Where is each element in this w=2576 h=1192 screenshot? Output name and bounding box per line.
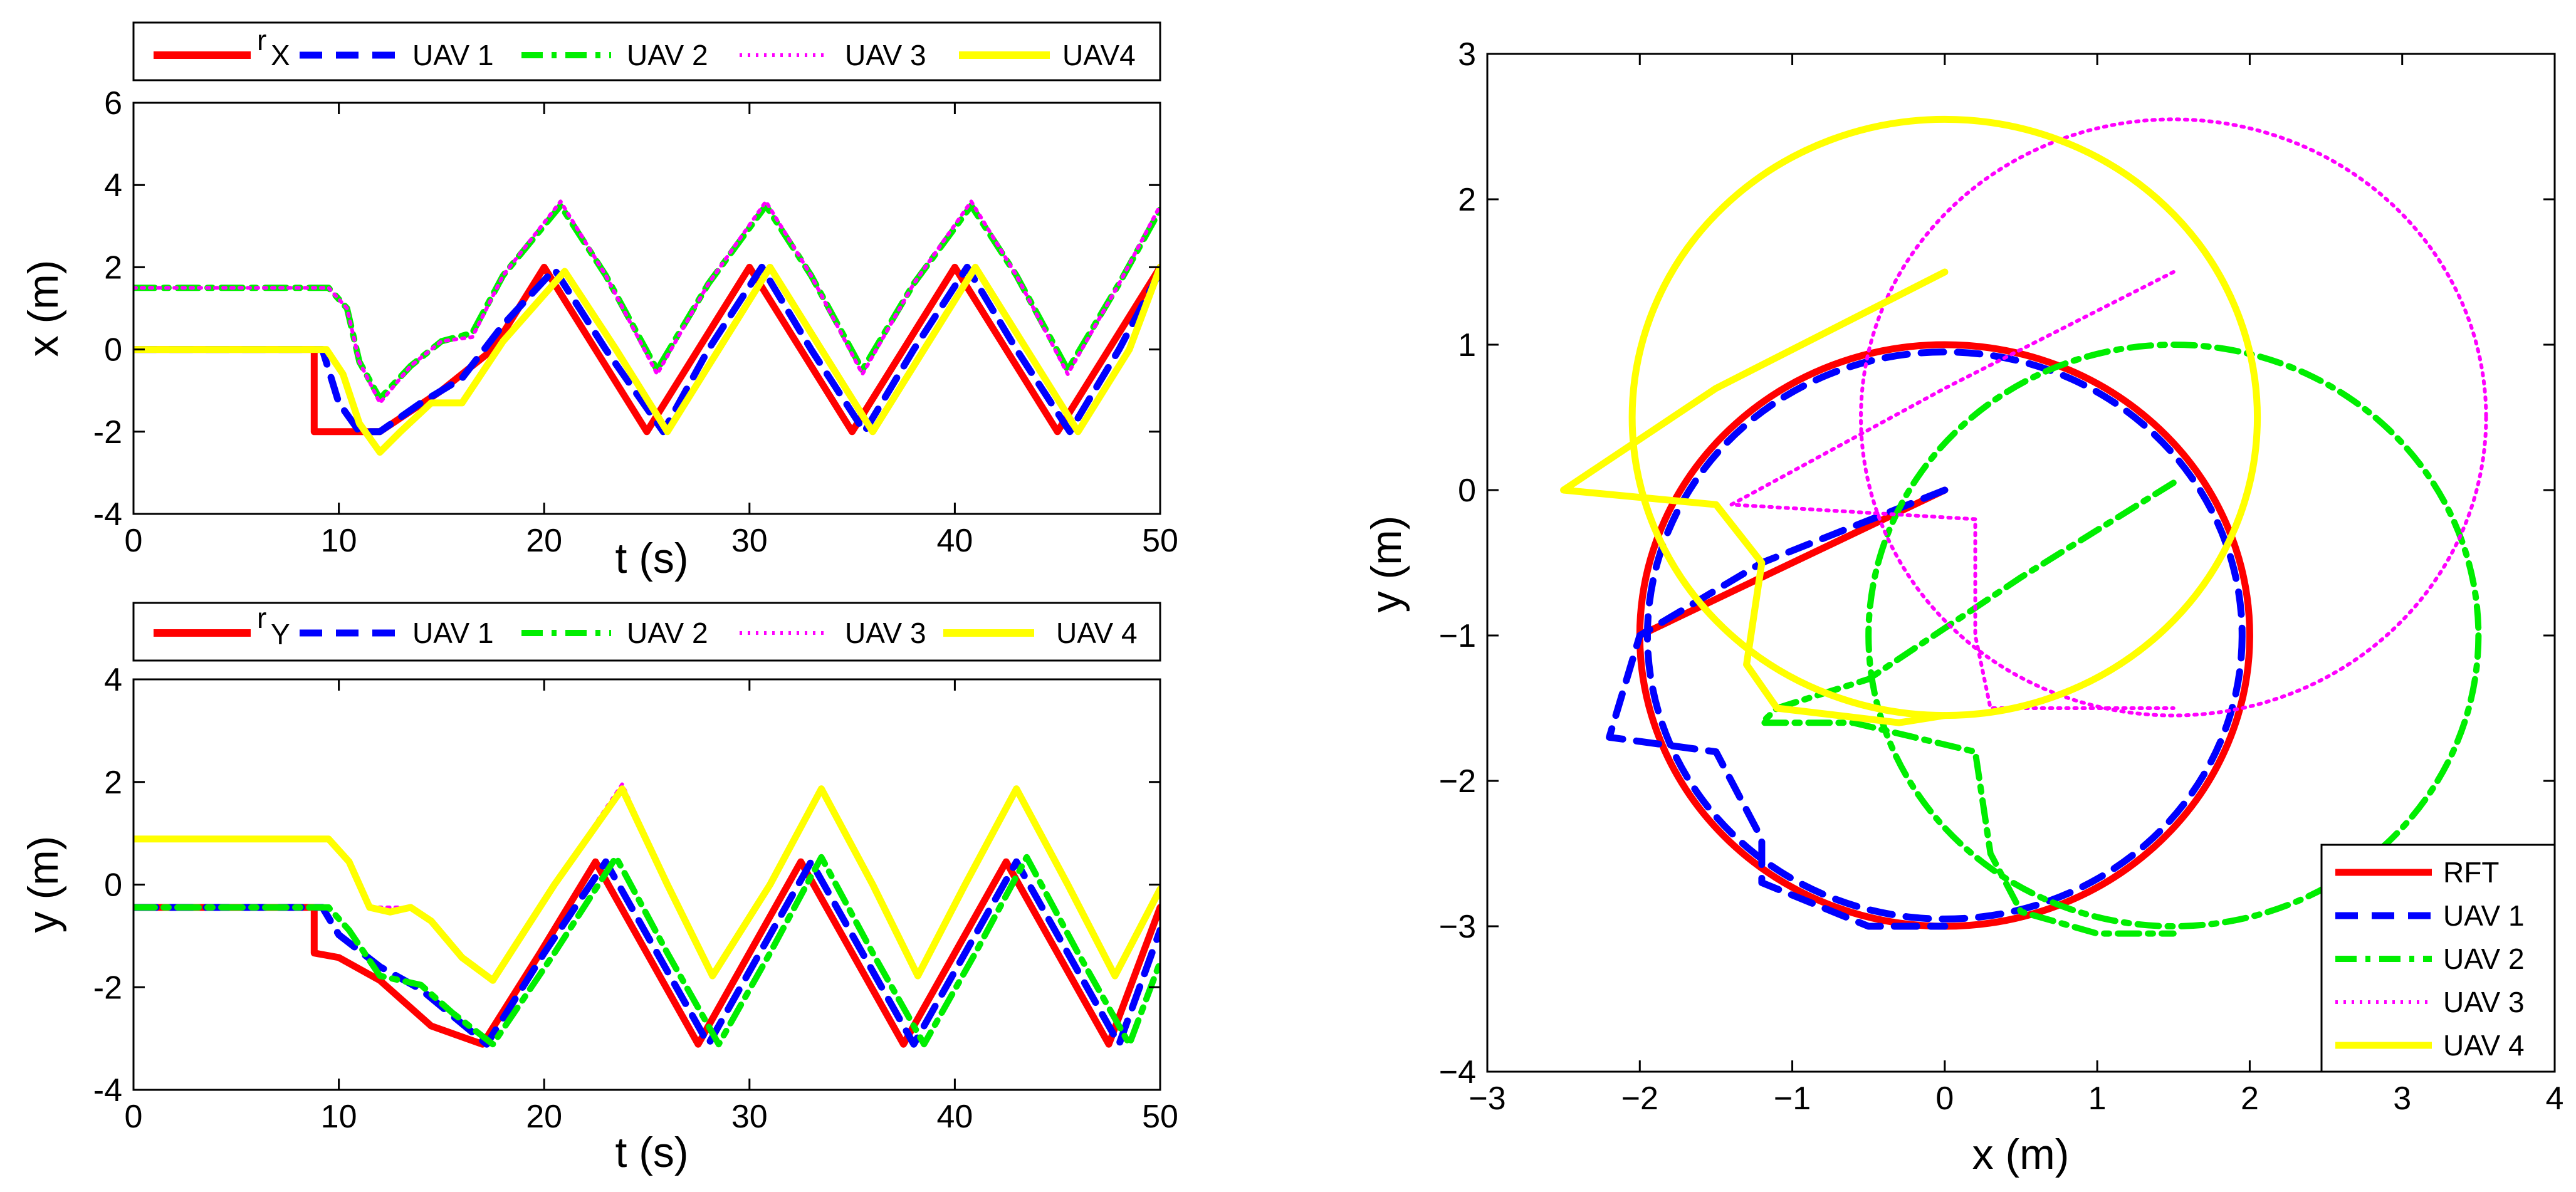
x_plot-series-uav-3-line xyxy=(134,199,1160,405)
x_plot-series-uav4-line xyxy=(134,263,1160,456)
y_plot-series-r-y-line xyxy=(134,858,1160,1048)
xy-plot-ylabel: y (m) xyxy=(1363,516,1410,613)
xy-plot-legend-box xyxy=(2320,844,2556,1073)
y_plot-xtick-label: 10 xyxy=(321,1099,357,1135)
xy_plot-series-uav-4-transient xyxy=(1560,268,1949,726)
x-plot-ylabel: x (m) xyxy=(19,260,67,357)
y-plot-ticks: 0 10 20 30 40 50 -4 -2 0 2 4 xyxy=(93,662,1178,1135)
y_plot-xtick-label: 0 xyxy=(125,1099,143,1135)
y_plot-xtick-label: 40 xyxy=(936,1099,973,1135)
y_plot-series-uav-4-line xyxy=(134,785,1160,984)
xy-plot-legend: RFT UAV 1 UAV 2 UAV 3 UAV 4 xyxy=(2320,844,2556,1073)
y_plot-ytick-label: -2 xyxy=(93,970,122,1006)
x-plot-legend-label-uav2: UAV 2 xyxy=(627,39,708,71)
x_plot-xtick-label: 40 xyxy=(936,523,973,559)
xy_plot-ytick-label: 3 xyxy=(1458,36,1476,73)
y-plot-xlabel: t (s) xyxy=(615,1129,688,1176)
xy_plot-xtick-label: 0 xyxy=(1935,1080,1954,1117)
y_plot-ytick-label: 0 xyxy=(104,867,122,904)
xy-plot-legend-label-uav3: UAV 3 xyxy=(2443,986,2525,1018)
x_plot-xtick-label: 0 xyxy=(125,523,143,559)
xy_plot-xtick-label: −2 xyxy=(1621,1080,1658,1117)
y_plot-series-uav-2-line xyxy=(134,854,1160,1048)
y_plot-ytick-label: -4 xyxy=(93,1072,122,1109)
y-plot-legend-label-ref: r xyxy=(257,602,266,634)
xy_plot-ytick-label: 0 xyxy=(1458,473,1476,509)
x-plot: r X UAV 1 UAV 2 UAV 3 UAV4 0 10 20 30 40 50-4… xyxy=(19,21,1178,582)
x_plot-ytick-label: 6 xyxy=(104,85,122,122)
y_plot-xtick-label: 20 xyxy=(526,1099,562,1135)
x-plot-frame xyxy=(132,102,1161,515)
x-plot-xlabel: t (s) xyxy=(615,535,688,582)
xy-plot-legend-label-uav2: UAV 2 xyxy=(2443,943,2525,975)
x-plot-legend-label-uav4: UAV4 xyxy=(1062,39,1136,71)
x-plot-legend-label-ref: r xyxy=(257,24,266,56)
xy_plot-series-uav-1-orbit xyxy=(1643,348,2246,923)
xy_plot-series-uav-3-orbit xyxy=(1859,117,2488,718)
y_plot-series-uav-1-line xyxy=(134,858,1160,1048)
xy-plot-legend-label-rft: RFT xyxy=(2443,856,2499,889)
xy_plot-series-uav-1-transient xyxy=(1606,486,1949,930)
y-plot-legend-label-ref-subscript: Y xyxy=(271,618,290,651)
y_plot-ytick-label: 2 xyxy=(104,765,122,801)
xy_plot-xtick-label: 2 xyxy=(2241,1080,2259,1117)
y-plot: r Y UAV 1 UAV 2 UAV 3 UAV 4 0 10 20 30 40 50-… xyxy=(19,602,1178,1176)
x_plot-series-r-x-line xyxy=(134,263,1160,436)
xy_plot-ytick-label: −3 xyxy=(1439,909,1476,945)
x_plot-ytick-label: -2 xyxy=(93,414,122,451)
xy_plot-xtick-label: 1 xyxy=(2088,1080,2107,1117)
xy_plot-xtick-label: −1 xyxy=(1774,1080,1811,1117)
xy_plot-ytick-label: 1 xyxy=(1458,327,1476,363)
x_plot-ytick-label: -4 xyxy=(93,496,122,533)
xy_plot-series-uav-2-transient xyxy=(1758,479,2177,937)
x_plot-xtick-label: 30 xyxy=(731,523,768,559)
xy_plot-series-uav-3-transient xyxy=(1729,270,2175,710)
x_plot-xtick-label: 20 xyxy=(526,523,562,559)
xy-plot-series xyxy=(1560,115,2488,937)
y_plot-ytick-label: 4 xyxy=(104,662,122,698)
xy_plot-xtick-label: 4 xyxy=(2546,1080,2564,1117)
x-plot-legend-label-uav1: UAV 1 xyxy=(412,39,494,71)
x-plot-legend-label-uav3: UAV 3 xyxy=(845,39,926,71)
y-plot-legend: r Y UAV 1 UAV 2 UAV 3 UAV 4 xyxy=(132,602,1161,662)
xy-plot-xlabel: x (m) xyxy=(1972,1131,2070,1178)
xy_plot-xtick-label: −3 xyxy=(1469,1080,1505,1117)
x_plot-ytick-label: 2 xyxy=(104,249,122,286)
xy-plot-legend-label-uav4: UAV 4 xyxy=(2443,1029,2525,1062)
y-plot-legend-label-uav2: UAV 2 xyxy=(627,617,708,649)
y-plot-legend-label-uav4: UAV 4 xyxy=(1056,617,1138,649)
x-plot-legend: r X UAV 1 UAV 2 UAV 3 UAV4 xyxy=(132,21,1161,81)
y-plot-series xyxy=(134,782,1160,1048)
x_plot-xtick-label: 10 xyxy=(321,523,357,559)
xy_plot-ytick-label: −4 xyxy=(1439,1054,1476,1090)
y-plot-legend-label-uav1: UAV 1 xyxy=(412,617,494,649)
y_plot-xtick-label: 30 xyxy=(731,1099,768,1135)
x-plot-legend-label-ref-subscript: X xyxy=(271,39,290,71)
x_plot-series-uav-1-line xyxy=(134,263,1160,436)
x-plot-series xyxy=(134,199,1160,456)
xy_plot-ytick-label: −2 xyxy=(1439,763,1476,800)
x_plot-series-uav-2-line xyxy=(134,202,1160,402)
x_plot-xtick-label: 50 xyxy=(1142,523,1178,559)
x-plot-ticks: 0 10 20 30 40 50 -4 -2 0 2 4 6 xyxy=(93,85,1178,559)
xy_plot-ytick-label: 2 xyxy=(1458,182,1476,218)
xy_plot-series-uav-4-orbit xyxy=(1628,115,2261,719)
xy_plot-ytick-label: −1 xyxy=(1439,618,1476,654)
xy_plot-series-uav-2-orbit xyxy=(1865,342,2482,929)
xy_plot-xtick-label: 3 xyxy=(2393,1080,2411,1117)
y_plot-xtick-label: 50 xyxy=(1142,1099,1178,1135)
y-plot-ylabel: y (m) xyxy=(19,836,67,933)
x_plot-ytick-label: 4 xyxy=(104,167,122,204)
x_plot-ytick-label: 0 xyxy=(104,332,122,369)
y-plot-legend-label-uav3: UAV 3 xyxy=(845,617,926,649)
xy-plot-legend-label-uav1: UAV 1 xyxy=(2443,899,2525,932)
xy-plot-frame xyxy=(1486,53,2556,1073)
